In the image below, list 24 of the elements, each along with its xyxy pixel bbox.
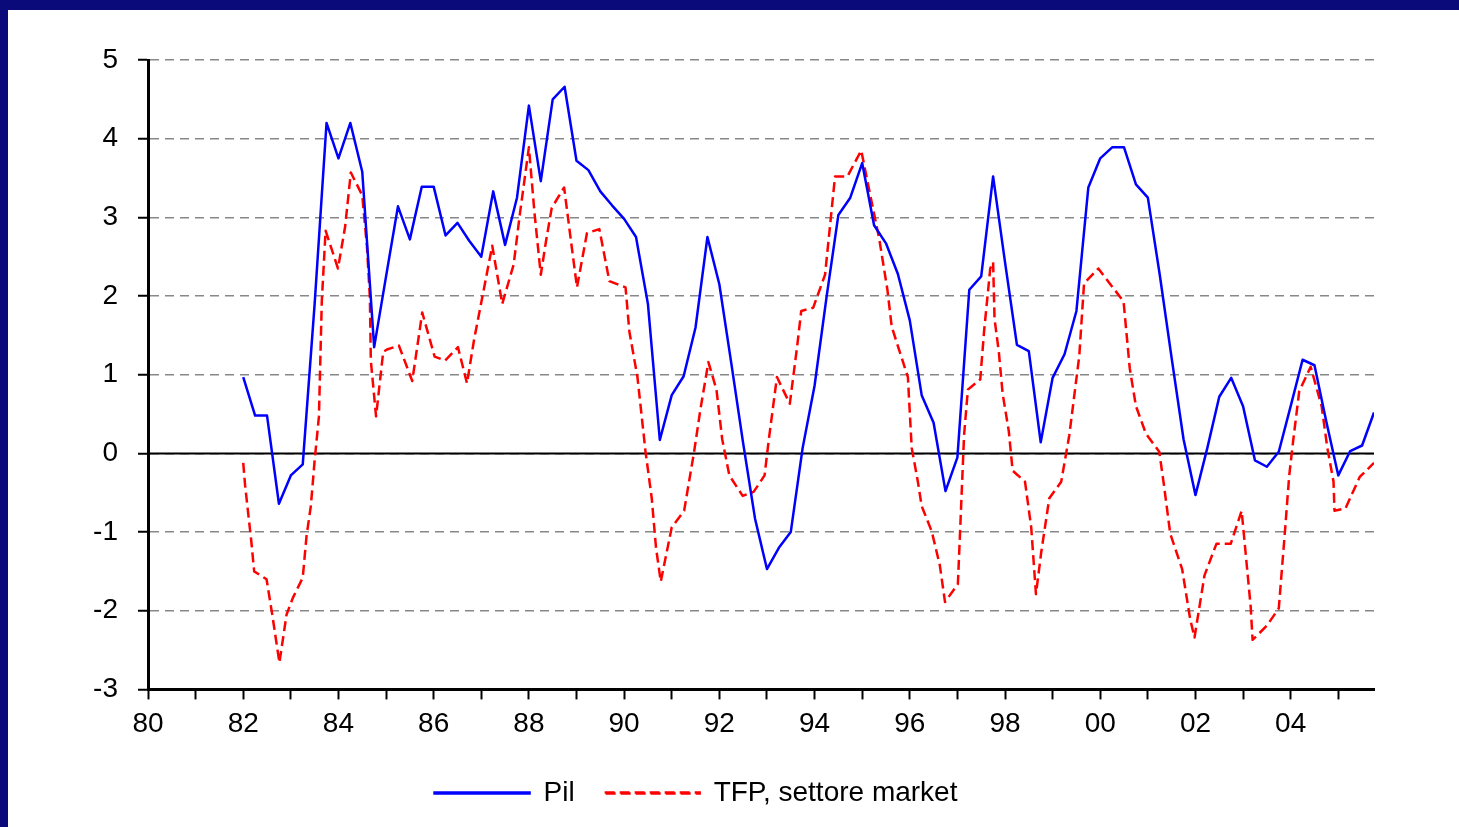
x-tick-label: 90	[608, 706, 640, 738]
x-tick-label: 04	[1275, 706, 1307, 738]
x-tick-label: 02	[1179, 706, 1212, 738]
y-tick-label: 1	[102, 357, 118, 389]
x-tick-label: 84	[322, 706, 355, 738]
y-tick-label: -3	[93, 672, 118, 704]
x-tick-label: 96	[894, 706, 926, 738]
x-tick-label: 86	[418, 706, 450, 738]
y-tick-label: -1	[93, 514, 118, 546]
x-tick-label: 82	[227, 706, 259, 738]
y-tick-label: 3	[102, 200, 118, 232]
x-tick-label: 98	[989, 706, 1021, 738]
legend-label: Pil	[543, 775, 575, 807]
y-tick-label: -2	[93, 593, 118, 625]
x-tick-label: 00	[1084, 706, 1116, 738]
y-tick-label: 5	[102, 42, 118, 74]
y-tick-label: 4	[102, 121, 118, 153]
y-tick-label: 0	[102, 436, 118, 468]
x-tick-label: 88	[513, 706, 545, 738]
x-tick-label: 92	[703, 706, 735, 738]
x-tick-label: 94	[798, 706, 831, 738]
x-tick-label: 80	[132, 706, 164, 738]
y-tick-label: 2	[102, 278, 118, 310]
legend-label: TFP, settore market	[713, 775, 958, 807]
